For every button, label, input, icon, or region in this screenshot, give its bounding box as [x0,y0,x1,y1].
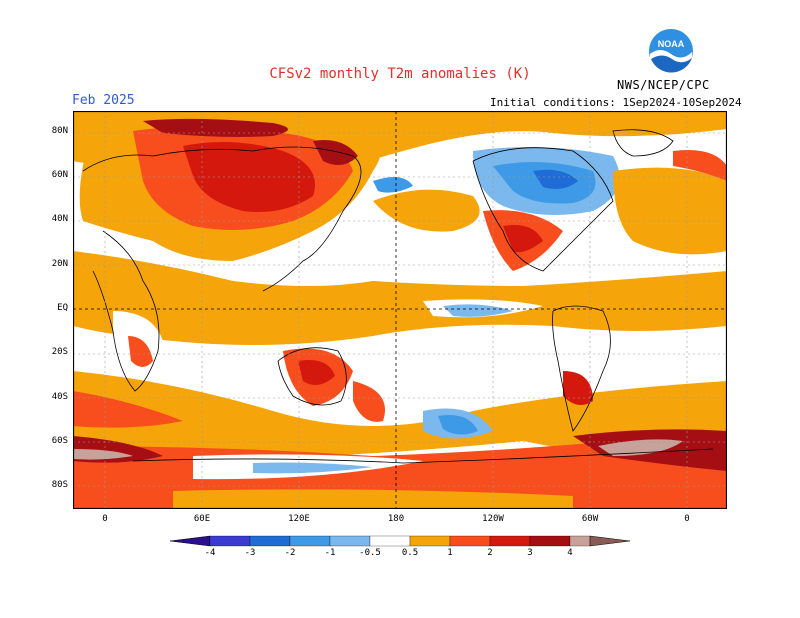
anomaly-antarctica [73,431,727,509]
lon-label-120e: 120E [288,514,310,524]
lat-label-80n: 80N [51,126,68,136]
lon-label-60e: 60E [193,514,211,524]
colorbar-label: -4 [204,548,216,558]
colorbar-label: 0.5 [401,548,419,558]
lat-label-20s: 20S [51,347,68,357]
noaa-logo: NOAA [649,29,693,74]
lon-label-0: 0 [102,514,108,524]
colorbar-label: -0.5 [359,548,381,558]
initial-conditions: Initial conditions: 1Sep2024-10Sep2024 [490,96,742,109]
lon-label-120w: 120W [482,514,504,524]
colorbar-label: 1 [447,548,453,558]
forecast-month: Feb 2025 [72,93,135,108]
lat-label-40n: 40N [51,214,68,224]
lat-label-eq: EQ [57,303,68,313]
colorbar-label: -3 [244,548,256,558]
colorbar-label: 4 [567,548,573,558]
lon-label-0-east: 0 [684,514,690,524]
colorbar-label: 3 [527,548,533,558]
lat-label-80s: 80S [51,480,68,490]
lat-label-60n: 60N [51,170,68,180]
colorbar-label: 2 [487,548,493,558]
lat-label-20n: 20N [51,259,68,269]
lon-label-180: 180 [387,514,405,524]
colorbar-label: -1 [324,548,336,558]
colorbar [170,535,630,547]
lat-label-40s: 40S [51,392,68,402]
equator-dateline [73,111,727,509]
anomaly-tropics [73,251,727,345]
colorbar-label: -2 [284,548,296,558]
coastlines [82,129,714,464]
lon-label-60w: 60W [581,514,599,524]
lat-label-60s: 60S [51,436,68,446]
map-title: CFSv2 monthly T2m anomalies (K) [269,66,531,82]
svg-text:NOAA: NOAA [658,39,685,49]
agency-label: NWS/NCEP/CPC [617,78,710,92]
anomaly-map [73,111,727,509]
graticule [73,111,727,509]
